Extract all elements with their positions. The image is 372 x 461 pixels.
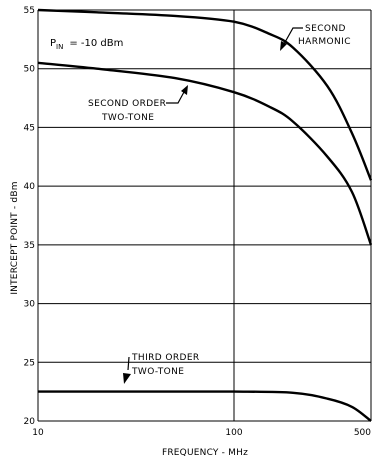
arrowhead <box>123 373 131 384</box>
y-tick-label: 30 <box>24 300 36 310</box>
second-order-leader <box>166 91 185 104</box>
x-axis-title: FREQUENCY - MHz <box>162 448 248 458</box>
curve-third-order-two-tone <box>38 390 372 422</box>
annotation-line: SECOND ORDER <box>88 99 166 109</box>
y-tick-label: 40 <box>24 182 36 192</box>
annotation-line: TWO-TONE <box>131 367 184 377</box>
annotation-line: THIRD ORDER <box>131 353 200 363</box>
x-tick-label: 10 <box>32 428 44 438</box>
annotation-line: TWO-TONE <box>101 113 154 123</box>
annotation-line: SECOND <box>305 24 346 34</box>
grid <box>37 9 372 422</box>
curve-second-order-two-tone <box>37 61 372 246</box>
y-tick-label: 25 <box>24 358 35 368</box>
y-tick-label: 50 <box>24 65 36 75</box>
curves <box>37 8 372 422</box>
curve-second-harmonic <box>37 8 372 181</box>
third-order-annotation: THIRD ORDER TWO-TONE <box>123 353 200 384</box>
y-axis-title: INTERCEPT POINT - dBm <box>10 181 20 294</box>
y-tick-label: 20 <box>24 417 36 427</box>
annotation-line: HARMONIC <box>298 37 351 47</box>
x-tick-label: 500 <box>354 428 371 438</box>
second-order-annotation: SECOND ORDER TWO-TONE <box>88 85 188 123</box>
y-tick-label: 35 <box>24 241 35 251</box>
x-tick-label: 100 <box>225 428 242 438</box>
arrowhead <box>181 85 188 95</box>
second-harmonic-annotation: SECOND HARMONIC <box>280 24 351 51</box>
y-tick-label: 55 <box>24 6 35 16</box>
y-tick-label: 45 <box>24 123 35 133</box>
third-order-leader <box>127 356 130 371</box>
input-power-label: PIN = -10 dBm <box>50 38 123 51</box>
tick-labels: 20 25 30 35 40 45 50 55 10 100 500 <box>24 6 372 438</box>
second-harmonic-leader <box>283 27 303 45</box>
arrowhead <box>280 41 287 51</box>
